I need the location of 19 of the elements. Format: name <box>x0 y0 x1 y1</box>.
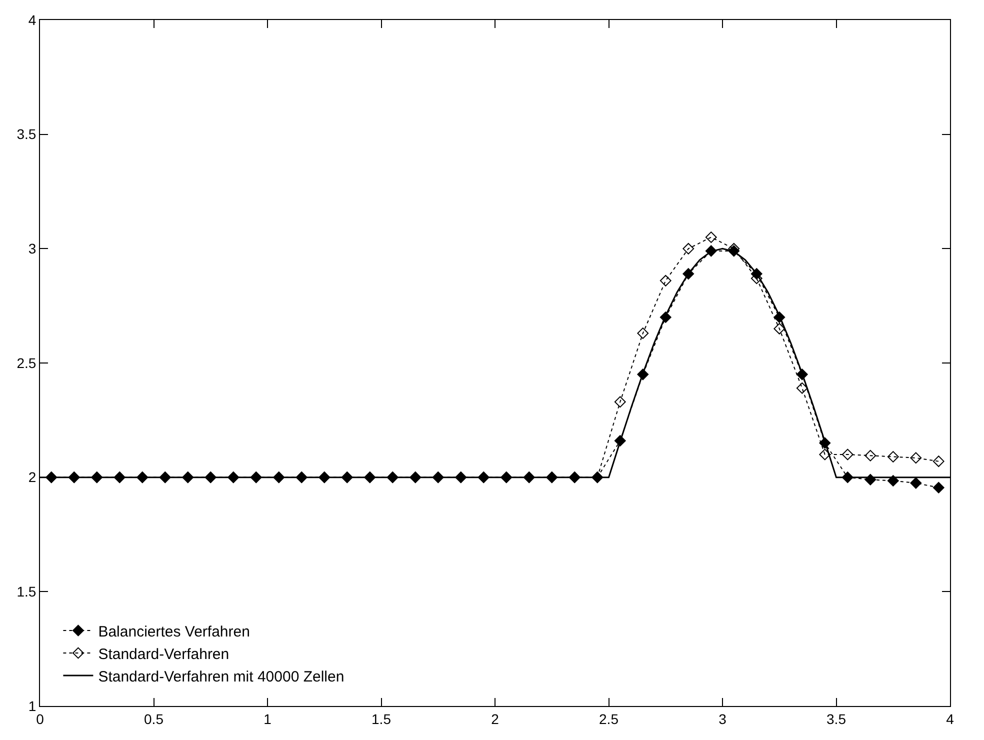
x-tick-label: 1.5 <box>372 710 392 727</box>
y-tick-label: 4 <box>28 12 36 28</box>
legend-label: Balanciertes Verfahren <box>98 623 250 640</box>
y-tick-label: 1 <box>28 698 36 714</box>
y-tick-label: 2 <box>28 469 36 486</box>
legend-label: Standard-Verfahren mit 40000 Zellen <box>98 668 344 686</box>
x-tick-label: 0.5 <box>144 710 164 727</box>
x-tick-label: 1 <box>264 710 272 727</box>
y-tick-label: 2.5 <box>16 354 36 371</box>
x-tick-label: 2 <box>491 710 500 727</box>
legend-label: Standard-Verfahren <box>98 646 230 663</box>
y-tick-label: 1.5 <box>16 584 36 600</box>
x-tick-label: 2.5 <box>599 710 619 727</box>
x-tick-label: 4 <box>946 710 954 727</box>
y-tick-label: 3 <box>28 240 36 257</box>
y-tick-label: 3.5 <box>16 126 36 142</box>
x-tick-label: 3.5 <box>826 710 846 727</box>
x-tick-label: 0 <box>36 710 44 727</box>
x-tick-label: 3 <box>718 710 727 727</box>
